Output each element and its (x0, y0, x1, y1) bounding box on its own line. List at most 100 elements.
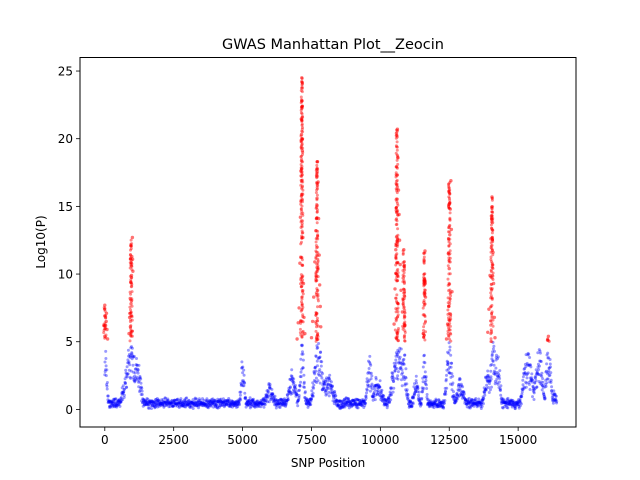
snp-point (148, 400, 152, 404)
snp-point (130, 352, 134, 356)
significant-snp-point (423, 320, 427, 324)
snp-point (239, 390, 243, 394)
snp-point (184, 405, 188, 409)
snp-point (552, 393, 556, 397)
snp-point (355, 402, 359, 406)
snp-point (542, 392, 546, 396)
significant-snp-point (316, 245, 320, 249)
snp-point (272, 399, 276, 403)
significant-snp-point (395, 140, 399, 144)
significant-snp-point (394, 218, 398, 222)
significant-snp-point (394, 337, 398, 341)
snp-point (483, 391, 487, 395)
significant-snp-point (129, 280, 133, 284)
snp-point (426, 398, 430, 402)
significant-snp-point (489, 223, 493, 227)
significant-snp-point (447, 328, 451, 332)
snp-point (394, 351, 398, 355)
significant-snp-point (298, 331, 302, 335)
snp-point (483, 388, 487, 392)
snp-point (187, 401, 191, 405)
significant-snp-point (545, 338, 549, 342)
snp-point (552, 389, 556, 393)
significant-snp-point (394, 272, 398, 276)
significant-snp-point (297, 306, 301, 310)
snp-point (553, 399, 557, 403)
snp-point (176, 397, 180, 401)
significant-snp-point (300, 123, 304, 127)
significant-snp-point (394, 131, 398, 135)
significant-snp-point (300, 167, 304, 171)
snp-point (308, 402, 312, 406)
significant-snp-point (299, 132, 304, 137)
significant-snp-point (491, 253, 495, 257)
snp-point (203, 402, 207, 406)
significant-snp-point (447, 289, 451, 293)
snp-point (495, 381, 499, 385)
snp-point (475, 402, 478, 406)
significant-snp-point (103, 309, 107, 313)
snp-point (302, 373, 306, 377)
snp-point (164, 400, 168, 404)
significant-snp-point (446, 301, 450, 305)
snp-point (423, 380, 427, 384)
snp-point (437, 400, 441, 404)
snp-point (379, 398, 383, 402)
significant-snp-point (489, 217, 493, 221)
significant-snp-point (105, 327, 109, 332)
significant-snp-point (422, 279, 426, 283)
significant-snp-point (130, 290, 134, 294)
snp-point (532, 398, 536, 401)
significant-snp-point (315, 316, 319, 320)
snp-point (458, 384, 462, 388)
snp-point (236, 405, 240, 409)
snp-point (549, 389, 553, 393)
snp-point (390, 371, 394, 375)
significant-snp-point (314, 337, 318, 341)
significant-snp-point (317, 253, 321, 257)
snp-point (480, 398, 484, 402)
significant-snp-point (446, 324, 450, 328)
snp-point (454, 399, 458, 403)
snp-point (456, 393, 459, 397)
snp-point (333, 397, 337, 401)
snp-point (214, 400, 218, 404)
snp-point (412, 385, 416, 389)
snp-point (480, 398, 484, 402)
snp-point (146, 402, 150, 406)
snp-point (205, 399, 209, 403)
significant-snp-point (128, 261, 132, 265)
snp-point (294, 394, 298, 398)
snp-point (271, 392, 275, 396)
significant-snp-point (490, 303, 494, 307)
snp-point (447, 351, 451, 355)
significant-snp-point (314, 279, 318, 283)
snp-point (382, 394, 386, 398)
significant-snp-point (422, 281, 426, 285)
snp-point (139, 381, 143, 385)
snp-point (158, 400, 162, 404)
significant-snp-point (395, 135, 399, 139)
significant-snp-point (316, 234, 320, 238)
snp-point (225, 402, 229, 406)
snp-point (450, 361, 454, 365)
snp-point (348, 399, 352, 403)
snp-point (159, 401, 163, 405)
snp-point (316, 379, 320, 383)
snp-point (381, 393, 385, 397)
snp-point (214, 404, 218, 408)
snp-point (310, 397, 314, 401)
snp-point (483, 393, 487, 397)
snp-point (241, 371, 245, 375)
snp-point (188, 405, 191, 409)
snp-point (190, 400, 194, 404)
significant-snp-point (102, 307, 106, 311)
snp-point (398, 367, 402, 371)
snp-point (442, 401, 446, 405)
significant-snp-point (128, 290, 132, 294)
snp-point (213, 402, 217, 406)
snp-point (282, 404, 286, 408)
snp-point (543, 397, 547, 401)
snp-point (222, 400, 226, 404)
snp-point (315, 359, 319, 363)
